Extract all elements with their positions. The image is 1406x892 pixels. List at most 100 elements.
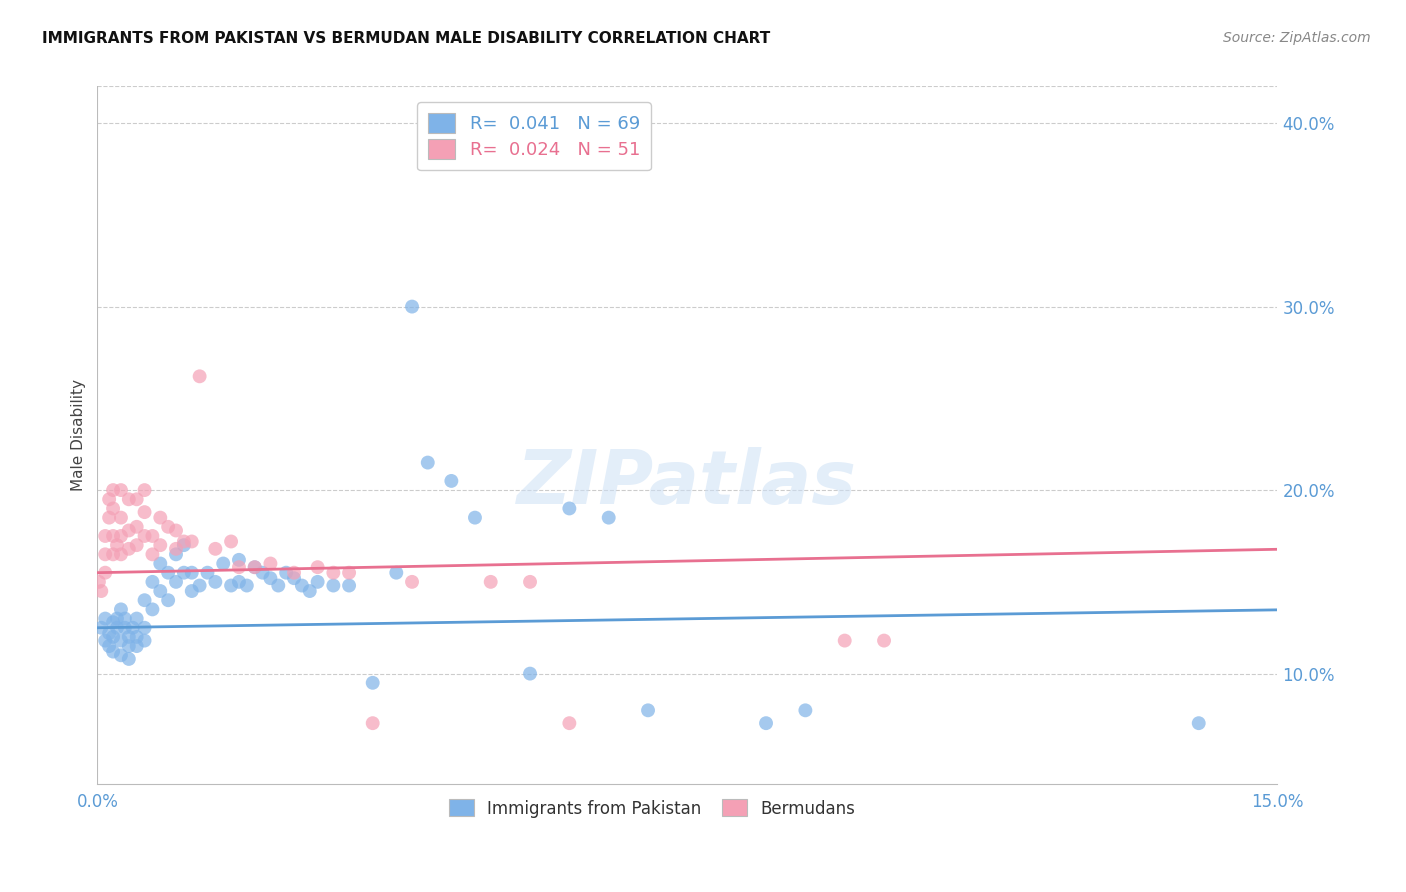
Point (440, 474, 463, 488)
Point (134, 505, 156, 519)
Point (125, 630, 148, 644)
Point (134, 529, 156, 543)
Point (188, 369, 211, 384)
Point (134, 633, 156, 648)
Point (149, 510, 172, 524)
Text: Source: ZipAtlas.com: Source: ZipAtlas.com (1223, 31, 1371, 45)
Point (94, 529, 117, 543)
Point (361, 716, 384, 731)
Point (101, 529, 124, 543)
Point (165, 574, 187, 589)
Point (141, 547, 163, 561)
Point (110, 529, 132, 543)
Point (149, 557, 172, 571)
Point (173, 538, 195, 552)
Point (637, 703, 659, 717)
Point (94, 611, 117, 625)
Point (416, 456, 439, 470)
Point (401, 574, 423, 589)
Point (157, 520, 180, 534)
Point (558, 716, 581, 731)
Point (87, 574, 110, 589)
Point (464, 510, 486, 524)
Point (361, 675, 384, 690)
Point (94, 547, 117, 561)
Point (873, 633, 896, 648)
Point (259, 571, 281, 585)
Point (118, 639, 141, 653)
Point (212, 557, 235, 571)
Point (101, 483, 124, 497)
Point (98, 626, 121, 640)
Point (252, 566, 274, 580)
Point (385, 566, 408, 580)
Point (479, 574, 502, 589)
Point (110, 510, 132, 524)
Point (125, 611, 148, 625)
Point (243, 560, 266, 574)
Point (118, 541, 141, 556)
Point (125, 492, 148, 507)
Point (94, 633, 117, 648)
Point (794, 703, 817, 717)
Point (157, 566, 180, 580)
Point (114, 621, 136, 635)
Point (401, 300, 423, 314)
Point (755, 716, 778, 731)
Point (110, 483, 132, 497)
Point (90, 584, 112, 599)
Point (228, 560, 250, 574)
Point (114, 611, 136, 625)
Point (98, 510, 121, 524)
Y-axis label: Male Disability: Male Disability (72, 379, 86, 491)
Point (125, 639, 148, 653)
Point (322, 566, 344, 580)
Point (149, 584, 172, 599)
Point (558, 501, 581, 516)
Point (157, 593, 180, 607)
Point (307, 560, 329, 574)
Point (1188, 716, 1211, 731)
Point (105, 538, 128, 552)
Point (110, 547, 132, 561)
Point (149, 538, 172, 552)
Point (834, 633, 856, 648)
Point (141, 529, 163, 543)
Point (598, 510, 620, 524)
Text: ZIPatlas: ZIPatlas (517, 448, 858, 520)
Legend: Immigrants from Pakistan, Bermudans: Immigrants from Pakistan, Bermudans (443, 793, 862, 824)
Point (307, 574, 329, 589)
Point (519, 666, 541, 681)
Point (337, 566, 360, 580)
Point (173, 566, 195, 580)
Point (141, 602, 163, 616)
Point (219, 534, 242, 549)
Point (322, 578, 344, 592)
Point (228, 553, 250, 567)
Point (236, 578, 259, 592)
Text: IMMIGRANTS FROM PAKISTAN VS BERMUDAN MALE DISABILITY CORRELATION CHART: IMMIGRANTS FROM PAKISTAN VS BERMUDAN MAL… (42, 31, 770, 46)
Point (204, 541, 226, 556)
Point (121, 621, 143, 635)
Point (101, 630, 124, 644)
Point (337, 578, 360, 592)
Point (98, 639, 121, 653)
Point (118, 524, 141, 538)
Point (188, 578, 211, 592)
Point (118, 630, 141, 644)
Point (110, 602, 132, 616)
Point (101, 501, 124, 516)
Point (125, 520, 148, 534)
Point (291, 578, 314, 592)
Point (118, 492, 141, 507)
Point (90, 621, 112, 635)
Point (125, 538, 148, 552)
Point (141, 574, 163, 589)
Point (180, 566, 202, 580)
Point (165, 547, 187, 561)
Point (204, 574, 226, 589)
Point (94, 566, 117, 580)
Point (101, 547, 124, 561)
Point (283, 566, 305, 580)
Point (283, 571, 305, 585)
